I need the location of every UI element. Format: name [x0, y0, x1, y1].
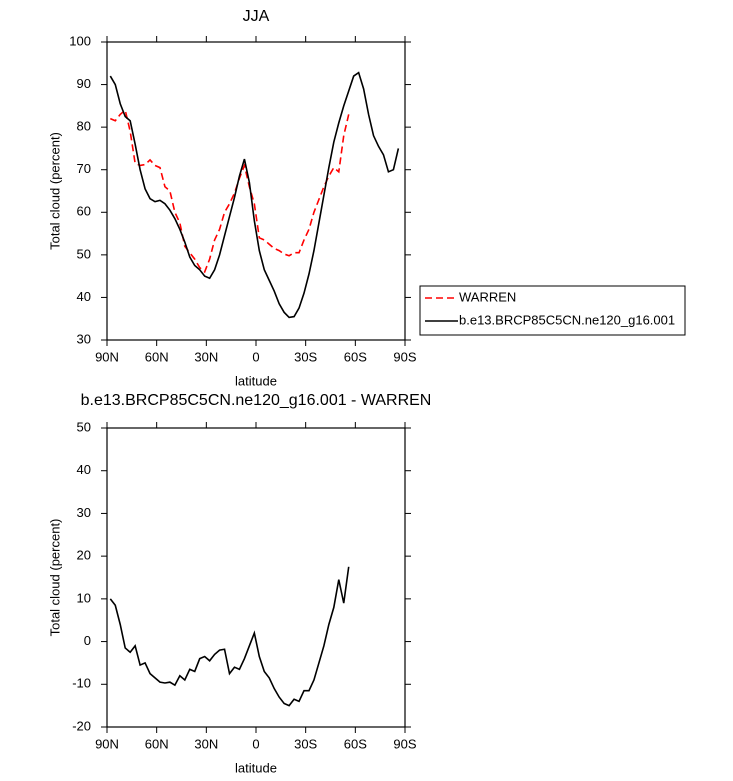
chart-title: JJA	[243, 8, 270, 25]
y-axis-label: Total cloud (percent)	[47, 132, 62, 250]
chart-title: b.e13.BRCP85C5CN.ne120_g16.001 - WARREN	[81, 392, 432, 409]
x-tick-label: 60N	[145, 349, 169, 364]
plot-frame	[106, 427, 406, 728]
x-tick-label: 90N	[95, 349, 119, 364]
y-tick-label: -20	[72, 718, 91, 733]
y-tick-label: 90	[77, 76, 91, 91]
y-tick-label: 100	[69, 33, 91, 48]
x-axis-label: latitude	[235, 760, 277, 775]
x-tick-label: 60S	[344, 349, 367, 364]
y-tick-label: 50	[77, 419, 91, 434]
x-tick-label: 30S	[294, 736, 317, 751]
x-axis-label: latitude	[235, 373, 277, 388]
x-tick-label: 30S	[294, 349, 317, 364]
y-tick-label: 20	[77, 548, 91, 563]
data-line	[109, 108, 350, 274]
y-tick-label: 30	[77, 331, 91, 346]
y-tick-label: 10	[77, 590, 91, 605]
y-tick-label: 0	[84, 633, 91, 648]
x-tick-label: 30N	[194, 349, 218, 364]
y-axis-label: Total cloud (percent)	[47, 519, 62, 637]
y-tick-label: 50	[77, 246, 91, 261]
x-tick-label: 60S	[344, 736, 367, 751]
x-tick-label: 60N	[145, 736, 169, 751]
x-tick-label: 0	[252, 349, 259, 364]
x-tick-label: 30N	[194, 736, 218, 751]
legend-label: b.e13.BRCP85C5CN.ne120_g16.001	[459, 312, 675, 327]
data-line	[109, 566, 350, 707]
data-line	[109, 71, 400, 319]
legend-box	[419, 285, 686, 336]
legend-label: WARREN	[459, 289, 516, 304]
y-tick-label: 80	[77, 119, 91, 134]
plot-frame	[106, 41, 406, 341]
x-tick-label: 90S	[393, 736, 416, 751]
x-tick-label: 0	[252, 736, 259, 751]
y-tick-label: 40	[77, 289, 91, 304]
x-tick-label: 90S	[393, 349, 416, 364]
y-tick-label: 40	[77, 462, 91, 477]
y-tick-label: 60	[77, 204, 91, 219]
y-tick-label: 70	[77, 161, 91, 176]
x-tick-label: 90N	[95, 736, 119, 751]
y-tick-label: 30	[77, 505, 91, 520]
y-tick-label: -10	[72, 676, 91, 691]
